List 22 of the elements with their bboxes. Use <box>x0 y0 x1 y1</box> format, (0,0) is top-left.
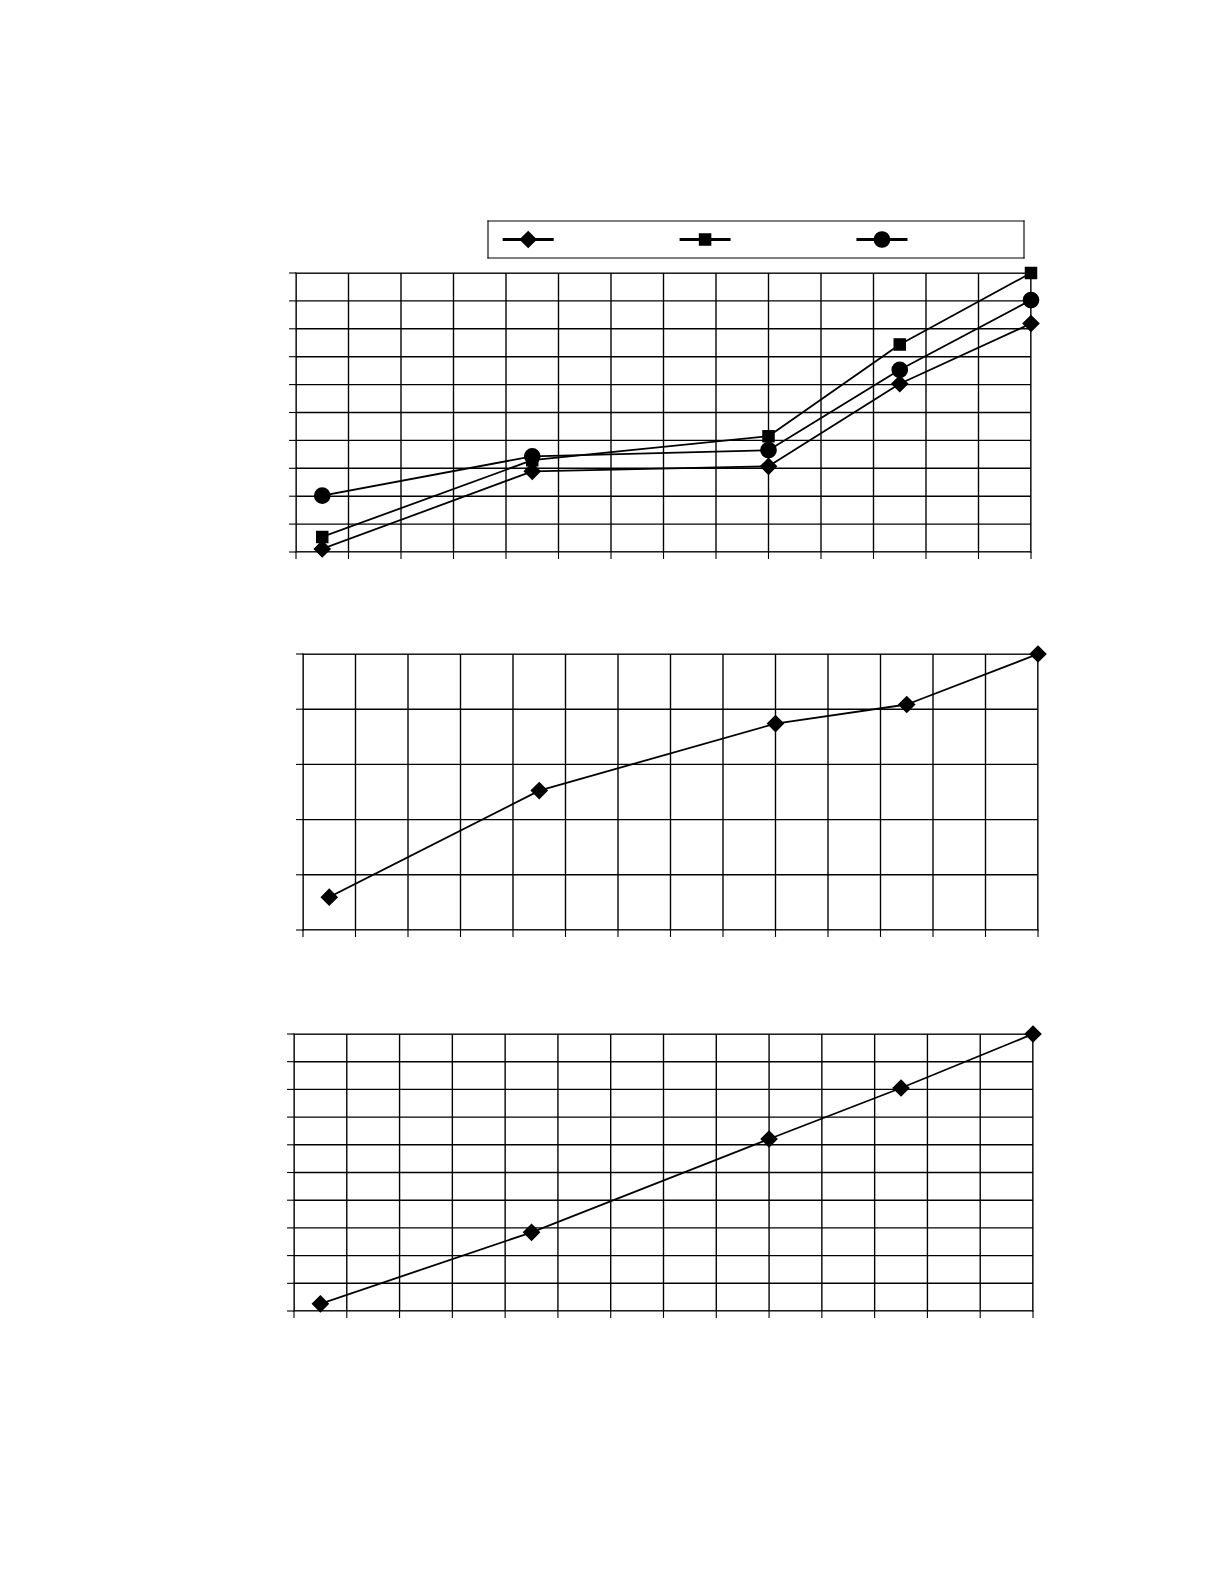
point <box>320 888 338 906</box>
point <box>311 1295 329 1313</box>
point <box>1024 266 1038 280</box>
point <box>313 487 331 504</box>
point <box>891 375 909 393</box>
point <box>1022 314 1040 333</box>
point <box>893 338 907 351</box>
point <box>530 782 548 800</box>
point <box>522 1223 541 1241</box>
point <box>766 714 785 733</box>
point <box>759 457 778 475</box>
point <box>891 361 909 379</box>
point <box>892 1079 910 1097</box>
point <box>1022 291 1040 309</box>
point <box>523 447 541 465</box>
point <box>760 441 777 459</box>
point <box>760 1130 778 1148</box>
point <box>762 429 775 443</box>
point <box>315 530 329 544</box>
point <box>1029 645 1047 663</box>
point <box>898 695 916 714</box>
point <box>1024 1025 1042 1043</box>
